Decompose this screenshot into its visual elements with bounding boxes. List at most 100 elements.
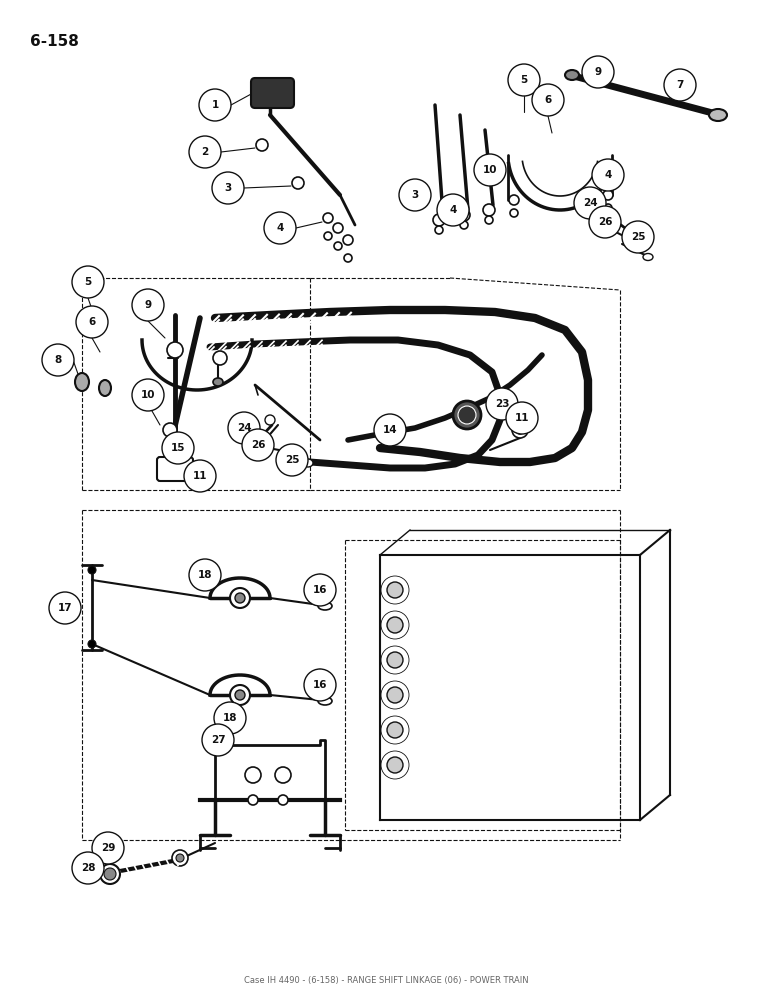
Ellipse shape — [164, 449, 176, 457]
Circle shape — [235, 593, 245, 603]
Text: 9: 9 — [144, 300, 151, 310]
Circle shape — [512, 422, 528, 438]
Circle shape — [230, 588, 250, 608]
Circle shape — [132, 289, 164, 321]
Circle shape — [292, 177, 304, 189]
Circle shape — [592, 159, 624, 191]
Circle shape — [433, 214, 445, 226]
Ellipse shape — [643, 253, 653, 260]
Text: 26: 26 — [598, 217, 612, 227]
Circle shape — [230, 685, 250, 705]
Circle shape — [214, 702, 246, 734]
Circle shape — [399, 179, 431, 211]
Circle shape — [276, 444, 308, 476]
Text: 23: 23 — [495, 399, 510, 409]
Ellipse shape — [318, 697, 332, 705]
FancyBboxPatch shape — [157, 457, 193, 481]
Text: 11: 11 — [515, 413, 530, 423]
Ellipse shape — [709, 109, 727, 121]
Circle shape — [92, 832, 124, 864]
Text: 16: 16 — [313, 680, 327, 690]
Circle shape — [163, 464, 173, 474]
Circle shape — [42, 344, 74, 376]
Text: 17: 17 — [58, 603, 73, 613]
Text: 18: 18 — [223, 713, 237, 723]
Circle shape — [264, 212, 296, 244]
Circle shape — [72, 852, 104, 884]
Text: 3: 3 — [225, 183, 232, 193]
Circle shape — [213, 351, 227, 365]
Circle shape — [510, 209, 518, 217]
Circle shape — [344, 254, 352, 262]
Circle shape — [387, 617, 403, 633]
Text: 5: 5 — [84, 277, 92, 287]
Ellipse shape — [303, 459, 313, 467]
Circle shape — [88, 640, 96, 648]
Circle shape — [509, 195, 519, 205]
Circle shape — [604, 204, 612, 212]
Circle shape — [167, 342, 183, 358]
Ellipse shape — [290, 450, 298, 456]
Circle shape — [324, 232, 332, 240]
Circle shape — [199, 89, 231, 121]
Text: 25: 25 — [631, 232, 645, 242]
Text: 6: 6 — [544, 95, 552, 105]
Text: 14: 14 — [383, 425, 398, 435]
Text: 11: 11 — [193, 471, 207, 481]
Circle shape — [100, 864, 120, 884]
Text: 8: 8 — [54, 355, 62, 365]
Circle shape — [486, 388, 518, 420]
Circle shape — [374, 414, 406, 446]
Circle shape — [574, 187, 606, 219]
Text: 3: 3 — [411, 190, 418, 200]
Circle shape — [483, 204, 495, 216]
Ellipse shape — [565, 70, 579, 80]
Circle shape — [387, 687, 403, 703]
Text: 25: 25 — [285, 455, 300, 465]
Circle shape — [88, 566, 96, 574]
Text: 4: 4 — [276, 223, 283, 233]
Circle shape — [508, 64, 540, 96]
Text: 24: 24 — [237, 423, 252, 433]
Text: 4: 4 — [604, 170, 611, 180]
Text: 2: 2 — [201, 147, 208, 157]
Circle shape — [132, 379, 164, 411]
Circle shape — [474, 154, 506, 186]
Circle shape — [172, 850, 188, 866]
Circle shape — [485, 216, 493, 224]
Circle shape — [387, 757, 403, 773]
Circle shape — [387, 722, 403, 738]
Circle shape — [212, 172, 244, 204]
Circle shape — [516, 426, 524, 434]
Circle shape — [343, 235, 353, 245]
Ellipse shape — [453, 401, 481, 429]
Text: 1: 1 — [212, 100, 218, 110]
Ellipse shape — [213, 378, 223, 386]
Text: 4: 4 — [449, 205, 457, 215]
Circle shape — [256, 139, 268, 151]
Circle shape — [202, 724, 234, 756]
Text: 10: 10 — [141, 390, 155, 400]
Text: 6: 6 — [88, 317, 96, 327]
Text: 15: 15 — [171, 443, 185, 453]
Circle shape — [460, 221, 468, 229]
Circle shape — [242, 429, 274, 461]
Circle shape — [275, 767, 291, 783]
Text: 5: 5 — [520, 75, 527, 85]
Circle shape — [228, 412, 260, 444]
Circle shape — [235, 690, 245, 700]
Text: 28: 28 — [81, 863, 95, 873]
Circle shape — [622, 221, 654, 253]
Circle shape — [163, 423, 177, 437]
Text: 6-158: 6-158 — [30, 34, 79, 49]
Circle shape — [76, 306, 108, 338]
Text: 9: 9 — [594, 67, 601, 77]
Text: Case IH 4490 - (6-158) - RANGE SHIFT LINKAGE (06) - POWER TRAIN: Case IH 4490 - (6-158) - RANGE SHIFT LIN… — [244, 976, 528, 984]
Ellipse shape — [634, 241, 642, 247]
Circle shape — [304, 574, 336, 606]
Text: 10: 10 — [482, 165, 497, 175]
Circle shape — [589, 206, 621, 238]
Text: 29: 29 — [101, 843, 115, 853]
Circle shape — [664, 69, 696, 101]
Circle shape — [189, 136, 221, 168]
